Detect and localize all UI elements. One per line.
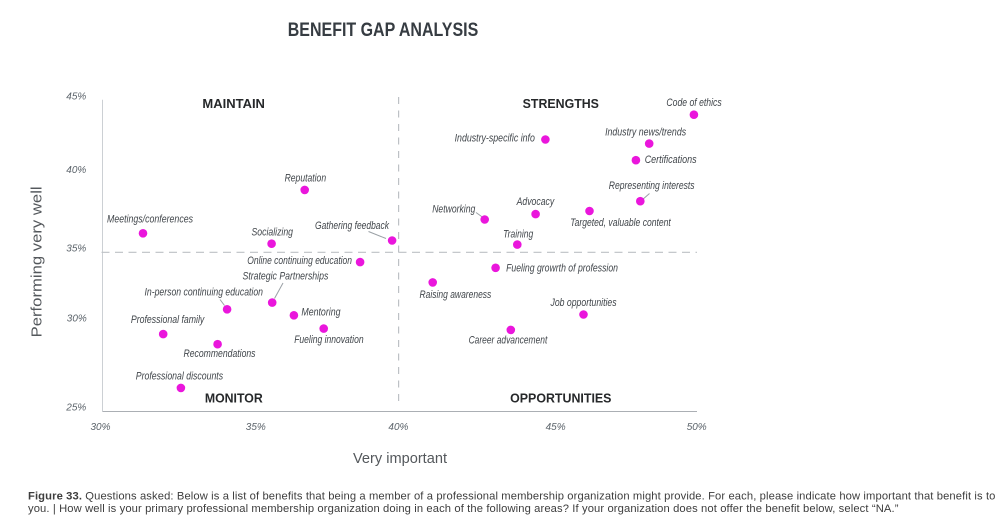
svg-text:Online continuing education: Online continuing education [247, 255, 352, 267]
svg-text:30%: 30% [90, 422, 110, 433]
svg-text:Gathering feedback: Gathering feedback [315, 220, 389, 232]
svg-text:Career advancement: Career advancement [469, 335, 548, 347]
svg-text:STRENGTHS: STRENGTHS [523, 97, 599, 111]
svg-text:Reputation: Reputation [285, 172, 327, 184]
svg-text:Training: Training [503, 228, 534, 240]
svg-text:Code of ethics: Code of ethics [666, 97, 722, 109]
svg-text:In-person continuing education: In-person continuing education [145, 287, 264, 299]
svg-text:Networking: Networking [432, 204, 476, 216]
svg-text:you. | How well is your primar: you. | How well is your primary professi… [28, 503, 899, 515]
svg-text:Raising awareness: Raising awareness [420, 289, 492, 301]
svg-text:Professional family: Professional family [131, 314, 206, 326]
svg-text:25%: 25% [65, 402, 86, 413]
svg-text:40%: 40% [66, 165, 86, 176]
svg-text:MAINTAIN: MAINTAIN [202, 97, 265, 111]
svg-text:Strategic Partnerships: Strategic Partnerships [243, 270, 329, 282]
svg-text:Industry news/trends: Industry news/trends [605, 127, 686, 139]
svg-text:35%: 35% [246, 422, 266, 433]
svg-text:BENEFIT GAP ANALYSIS: BENEFIT GAP ANALYSIS [288, 20, 479, 41]
svg-text:Representing interests: Representing interests [609, 180, 695, 192]
svg-text:30%: 30% [67, 313, 87, 324]
svg-text:Socializing: Socializing [252, 227, 294, 239]
svg-text:Targeted, valuable content: Targeted, valuable content [570, 217, 671, 229]
svg-text:Job opportunities: Job opportunities [550, 297, 617, 309]
svg-text:35%: 35% [66, 243, 86, 254]
svg-text:40%: 40% [388, 422, 408, 433]
svg-text:Recommendations: Recommendations [184, 348, 256, 360]
svg-text:Very important: Very important [353, 450, 448, 467]
svg-text:Performing very well: Performing very well [29, 186, 46, 337]
svg-text:Fueling innovation: Fueling innovation [294, 334, 363, 346]
svg-text:50%: 50% [687, 422, 707, 433]
svg-text:OPPORTUNITIES: OPPORTUNITIES [510, 391, 611, 405]
svg-text:Certifications: Certifications [645, 154, 697, 166]
svg-text:Professional discounts: Professional discounts [136, 370, 224, 382]
svg-text:Advocacy: Advocacy [516, 196, 556, 208]
svg-text:45%: 45% [546, 422, 566, 433]
svg-text:Figure 33. Questions asked: Be: Figure 33. Questions asked: Below is a l… [28, 490, 996, 502]
svg-text:45%: 45% [66, 91, 86, 102]
svg-text:Fueling growrth of profession: Fueling growrth of profession [506, 262, 618, 274]
svg-text:Industry-specific info: Industry-specific info [455, 133, 535, 145]
svg-text:Meetings/conferences: Meetings/conferences [107, 214, 193, 226]
svg-text:Mentoring: Mentoring [301, 307, 341, 319]
svg-text:MONITOR: MONITOR [205, 391, 263, 405]
